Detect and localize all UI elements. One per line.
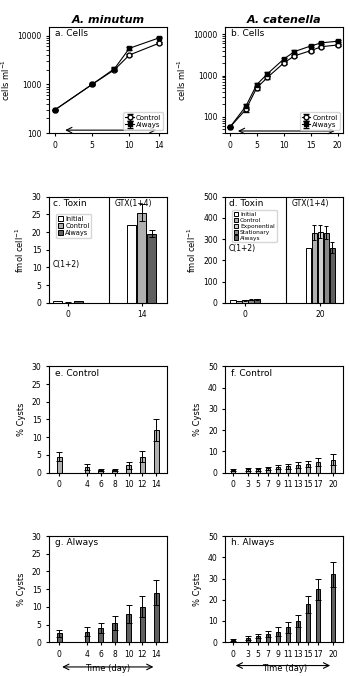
Bar — [324, 233, 329, 303]
Y-axis label: % Cysts: % Cysts — [17, 403, 26, 436]
Bar — [230, 299, 236, 303]
Bar — [266, 633, 270, 642]
Bar — [306, 604, 310, 642]
Legend: Initial, Control, Always: Initial, Control, Always — [56, 214, 91, 238]
Bar — [246, 469, 250, 473]
Bar — [231, 640, 234, 642]
Bar — [154, 593, 159, 642]
Bar — [74, 301, 83, 303]
Bar — [147, 234, 156, 303]
Y-axis label: cells ml$^{-1}$: cells ml$^{-1}$ — [176, 59, 188, 101]
Bar — [231, 470, 234, 473]
Y-axis label: % Cysts: % Cysts — [194, 573, 202, 606]
Bar — [306, 247, 311, 303]
Bar — [331, 575, 335, 642]
Bar — [112, 623, 117, 642]
Bar — [98, 470, 103, 473]
Y-axis label: % Cysts: % Cysts — [17, 573, 26, 606]
Bar — [57, 456, 62, 473]
Text: a. Cells: a. Cells — [55, 29, 88, 38]
Bar — [254, 299, 260, 303]
Bar — [312, 233, 317, 303]
Bar — [126, 614, 131, 642]
Bar — [127, 225, 136, 303]
Bar — [54, 301, 62, 303]
Bar — [318, 232, 323, 303]
Legend: Control, Always: Control, Always — [123, 112, 163, 130]
Text: C(1+2): C(1+2) — [229, 245, 256, 254]
X-axis label: Time (day): Time (day) — [85, 665, 130, 673]
Bar — [126, 466, 131, 473]
Bar — [236, 301, 242, 303]
Bar — [316, 589, 320, 642]
Title: A. catenella: A. catenella — [247, 15, 322, 25]
Bar — [140, 607, 145, 642]
Bar — [248, 300, 254, 303]
Bar — [330, 247, 335, 303]
Bar — [276, 631, 280, 642]
Text: C(1+2): C(1+2) — [52, 260, 80, 269]
Text: e. Control: e. Control — [55, 368, 99, 378]
Bar — [137, 213, 146, 303]
Bar — [306, 464, 310, 473]
Bar — [296, 465, 300, 473]
Bar — [140, 456, 145, 473]
Bar — [242, 300, 248, 303]
Title: A. minutum: A. minutum — [71, 15, 144, 25]
Bar — [256, 636, 260, 642]
Text: GTX(1+4): GTX(1+4) — [291, 199, 329, 208]
Text: c. Toxin: c. Toxin — [52, 199, 86, 208]
Legend: Control, Always: Control, Always — [300, 112, 339, 130]
Legend: Initial, Control, Exponential, Stationary, Always: Initial, Control, Exponential, Stationar… — [232, 210, 276, 243]
Text: GTX(1+4): GTX(1+4) — [115, 199, 152, 208]
Bar — [331, 460, 335, 473]
Y-axis label: % Cysts: % Cysts — [194, 403, 202, 436]
Bar — [286, 466, 290, 473]
Bar — [296, 621, 300, 642]
Text: d. Toxin: d. Toxin — [229, 199, 263, 208]
Y-axis label: fmol cell$^{-1}$: fmol cell$^{-1}$ — [185, 227, 198, 272]
Bar — [286, 627, 290, 642]
Text: f. Control: f. Control — [231, 368, 272, 378]
Bar — [316, 462, 320, 473]
Bar — [85, 631, 90, 642]
Text: g. Always: g. Always — [55, 538, 98, 548]
Bar — [256, 469, 260, 473]
Bar — [112, 470, 117, 473]
X-axis label: Time (day): Time (day) — [262, 665, 307, 673]
Bar — [246, 638, 250, 642]
Bar — [57, 633, 62, 642]
Bar — [276, 467, 280, 473]
Text: h. Always: h. Always — [231, 538, 274, 548]
Bar — [85, 467, 90, 473]
Y-axis label: fmol cell$^{-1}$: fmol cell$^{-1}$ — [14, 227, 26, 272]
Bar — [154, 430, 159, 473]
Bar — [98, 628, 103, 642]
Y-axis label: cells ml$^{-1}$: cells ml$^{-1}$ — [0, 59, 12, 101]
Bar — [266, 468, 270, 473]
Text: b. Cells: b. Cells — [231, 29, 265, 38]
